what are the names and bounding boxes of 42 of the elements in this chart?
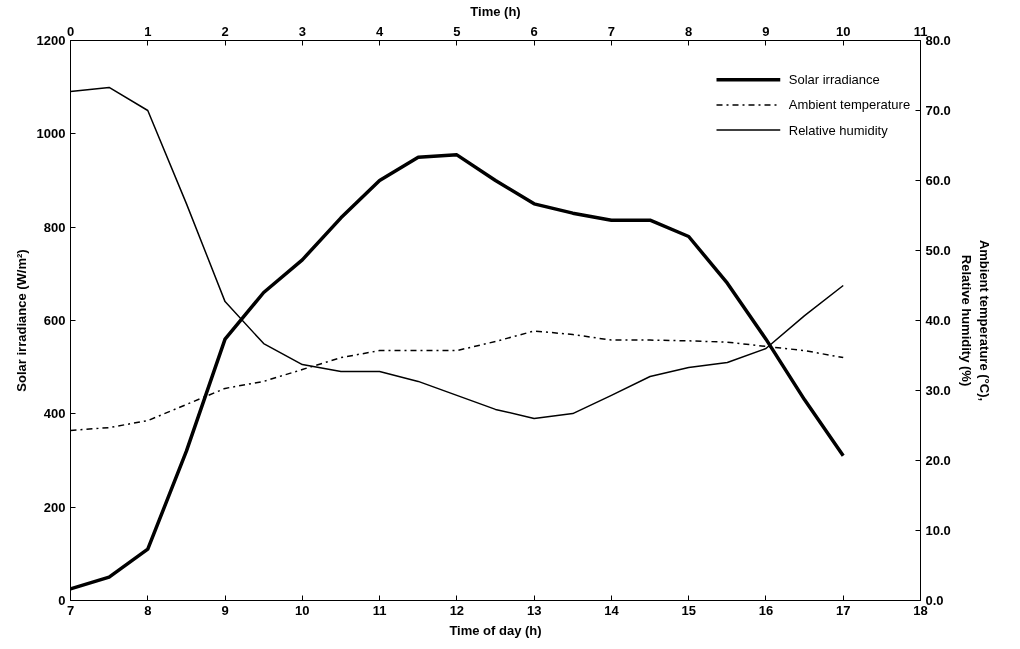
y-axis-title: Solar irradiance (W/m²) xyxy=(13,249,29,392)
x-tick-label: 12 xyxy=(449,602,465,618)
x-tick-label: 13 xyxy=(526,602,542,618)
x-tick-label: 14 xyxy=(604,602,620,618)
y2-tick-label: 50.0 xyxy=(925,243,951,258)
x2-tick-label: 10 xyxy=(836,23,851,39)
y2-tick-label: 70.0 xyxy=(925,103,951,118)
x2-tick-label: 7 xyxy=(607,23,616,39)
y2-tick-label: 60.0 xyxy=(925,173,951,188)
y-tick-label: 1200 xyxy=(36,33,66,48)
y-tick-label: 400 xyxy=(43,406,66,422)
x-tick-label: 11 xyxy=(372,602,387,618)
x2-tick-label: 6 xyxy=(530,23,538,39)
x2-tick-label: 2 xyxy=(221,23,229,39)
x-tick-label: 16 xyxy=(758,602,774,618)
y2-tick-label: 40.0 xyxy=(925,313,951,328)
x-axis-title: Time of day (h) xyxy=(449,622,542,638)
x2-tick-label: 1 xyxy=(144,23,152,39)
x-tick-label: 17 xyxy=(836,602,851,618)
x-tick-label: 9 xyxy=(221,602,229,618)
y2-tick-label: 30.0 xyxy=(925,383,951,398)
y2-tick-label: 10.0 xyxy=(925,523,951,538)
x2-tick-label: 8 xyxy=(685,23,693,39)
y2-axis-title: Ambient temperature (°C), Relative humidity (%) xyxy=(958,239,992,402)
x-tick-label: 8 xyxy=(144,602,152,618)
y-tick-label: 800 xyxy=(43,219,66,235)
legend-label: Relative humidity xyxy=(788,122,889,138)
y-tick-label: 200 xyxy=(43,499,66,515)
y-tick-label: 0 xyxy=(58,593,66,608)
x2-axis-title: Time (h) xyxy=(470,3,521,19)
legend-label: Solar irradiance xyxy=(788,72,880,88)
x-tick-label: 10 xyxy=(295,602,310,618)
x-tick-label: 15 xyxy=(681,602,696,618)
x2-tick-label: 3 xyxy=(298,23,306,39)
y-tick-label: 600 xyxy=(43,313,66,328)
y-tick-label: 1000 xyxy=(36,126,66,142)
y2-tick-label: 20.0 xyxy=(925,453,951,468)
x2-tick-label: 4 xyxy=(375,23,384,39)
x2-tick-label: 5 xyxy=(453,23,461,39)
x-tick-label: 7 xyxy=(66,602,75,618)
legend-label: Ambient temperature xyxy=(788,97,911,113)
x2-tick-label: 9 xyxy=(762,23,770,39)
